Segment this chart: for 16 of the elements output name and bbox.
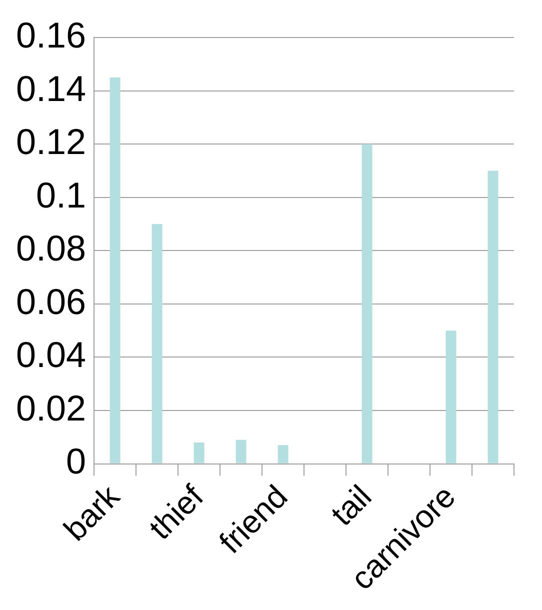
- y-tick-label: 0.06: [16, 280, 86, 322]
- bar: [278, 445, 288, 464]
- bar: [236, 440, 246, 464]
- y-tick-label: 0.16: [16, 14, 86, 56]
- bar: [110, 78, 120, 464]
- bar: [488, 170, 498, 464]
- bar: [362, 144, 372, 464]
- bar: [194, 442, 204, 464]
- bar: [152, 224, 162, 464]
- y-tick-label: 0.08: [16, 228, 86, 269]
- y-tick-label: 0.1: [36, 174, 86, 216]
- y-tick-label: 0.12: [16, 121, 86, 162]
- y-tick-label: 0.04: [16, 334, 86, 376]
- bar: [446, 330, 456, 464]
- y-tick-label: 0.02: [16, 387, 86, 428]
- y-tick-label: 0.14: [16, 68, 86, 109]
